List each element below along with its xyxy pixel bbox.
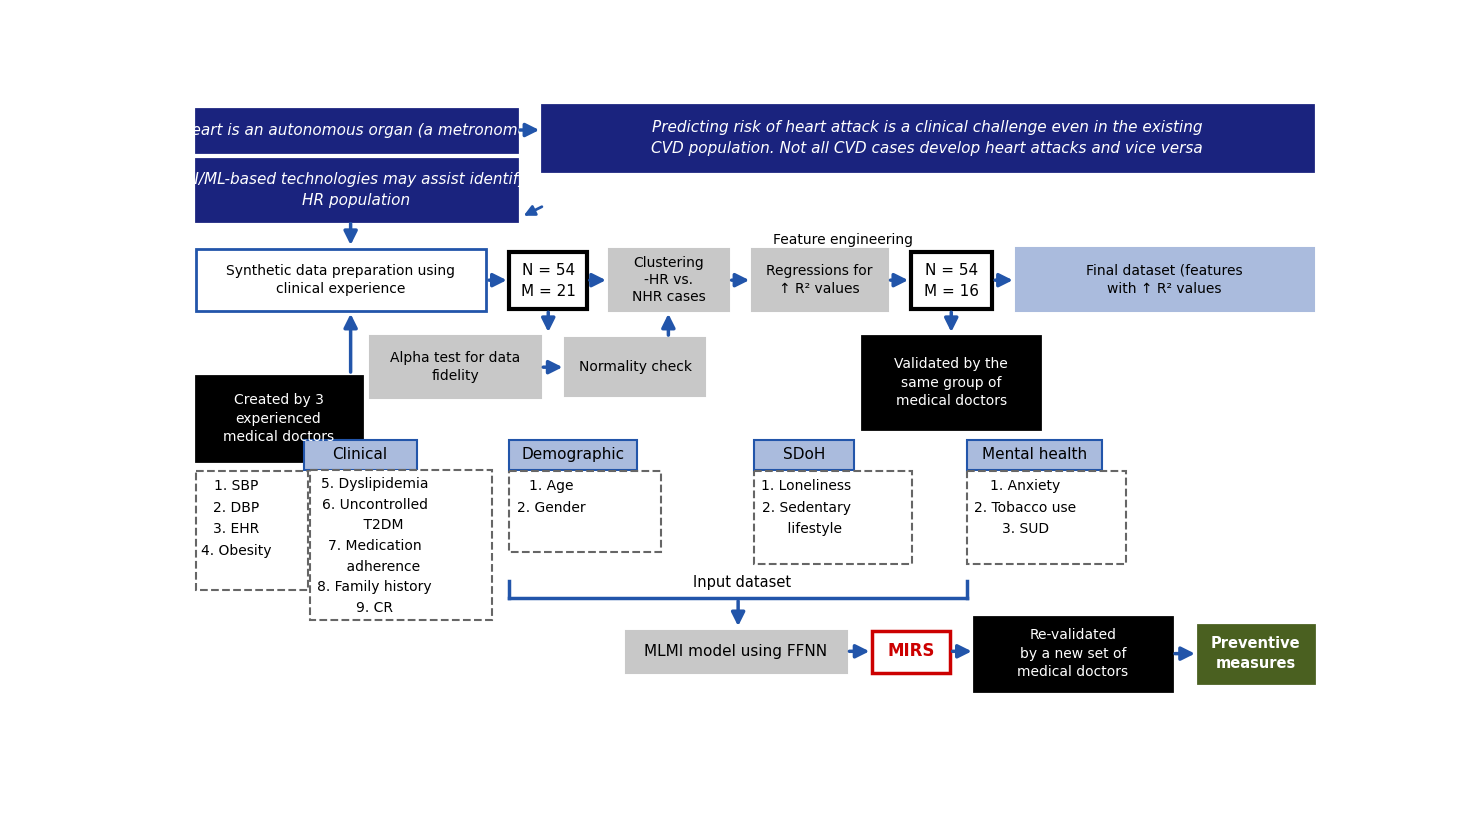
Bar — [509, 471, 661, 552]
Bar — [974, 618, 1172, 690]
Bar — [509, 252, 587, 309]
Bar — [967, 471, 1126, 563]
Text: AI/ML-based technologies may assist identify
HR population: AI/ML-based technologies may assist iden… — [184, 172, 527, 208]
Bar — [1198, 625, 1314, 683]
Text: Clinical: Clinical — [333, 448, 387, 462]
Text: Mental health: Mental health — [982, 448, 1086, 462]
Bar — [509, 440, 637, 470]
Text: MIRS: MIRS — [888, 642, 935, 660]
Text: Alpha test for data
fidelity: Alpha test for data fidelity — [390, 351, 521, 383]
Text: MLMI model using FFNN: MLMI model using FFNN — [645, 644, 827, 659]
Text: Re-validated
by a new set of
medical doctors: Re-validated by a new set of medical doc… — [1017, 628, 1129, 679]
Bar — [1016, 247, 1314, 311]
Bar — [305, 440, 417, 470]
Text: Feature engineering: Feature engineering — [773, 233, 913, 247]
Text: Normality check: Normality check — [578, 360, 692, 374]
Text: Input dataset: Input dataset — [693, 575, 790, 590]
Bar — [609, 249, 729, 311]
Text: Synthetic data preparation using
clinical experience: Synthetic data preparation using clinica… — [227, 264, 455, 296]
Text: Created by 3
experienced
medical doctors: Created by 3 experienced medical doctors — [222, 393, 334, 444]
Text: 1. Age
2. Gender: 1. Age 2. Gender — [517, 479, 586, 514]
Bar — [754, 471, 913, 563]
Text: Final dataset (features
with ↑ R² values: Final dataset (features with ↑ R² values — [1086, 264, 1242, 296]
Bar — [369, 336, 540, 398]
Bar — [196, 160, 517, 221]
Text: Heart is an autonomous organ (a metronome): Heart is an autonomous organ (a metronom… — [180, 123, 533, 138]
Text: SDoH: SDoH — [783, 448, 826, 462]
Bar — [196, 376, 362, 461]
Text: Regressions for
↑ R² values: Regressions for ↑ R² values — [767, 264, 873, 296]
Bar — [863, 336, 1041, 429]
Text: 1. Loneliness
2. Sedentary
    lifestyle: 1. Loneliness 2. Sedentary lifestyle — [761, 479, 851, 536]
Text: Preventive
measures: Preventive measures — [1211, 637, 1301, 671]
Bar — [911, 252, 992, 309]
Text: 1. SBP
2. DBP
3. EHR
4. Obesity: 1. SBP 2. DBP 3. EHR 4. Obesity — [202, 479, 271, 558]
Text: N = 54
M = 21: N = 54 M = 21 — [521, 263, 576, 299]
Bar — [542, 105, 1313, 171]
Bar — [967, 440, 1103, 470]
Bar — [873, 631, 949, 673]
Text: N = 54
M = 16: N = 54 M = 16 — [924, 263, 979, 299]
Bar — [626, 631, 846, 673]
Text: Demographic: Demographic — [521, 448, 624, 462]
Text: Clustering
-HR vs.
NHR cases: Clustering -HR vs. NHR cases — [631, 256, 705, 304]
Text: Validated by the
same group of
medical doctors: Validated by the same group of medical d… — [895, 357, 1008, 408]
Bar — [752, 249, 888, 311]
Text: Predicting risk of heart attack is a clinical challenge even in the existing
CVD: Predicting risk of heart attack is a cli… — [651, 120, 1203, 156]
Bar — [196, 109, 517, 151]
Text: 5. Dyslipidemia
6. Uncontrolled
    T2DM
7. Medication
    adherence
8. Family h: 5. Dyslipidemia 6. Uncontrolled T2DM 7. … — [318, 477, 431, 615]
Text: 1. Anxiety
2. Tobacco use
3. SUD: 1. Anxiety 2. Tobacco use 3. SUD — [974, 479, 1076, 536]
Bar — [196, 471, 308, 590]
Bar — [754, 440, 854, 470]
Bar — [196, 249, 486, 311]
Bar — [311, 470, 493, 619]
Bar — [565, 338, 705, 396]
